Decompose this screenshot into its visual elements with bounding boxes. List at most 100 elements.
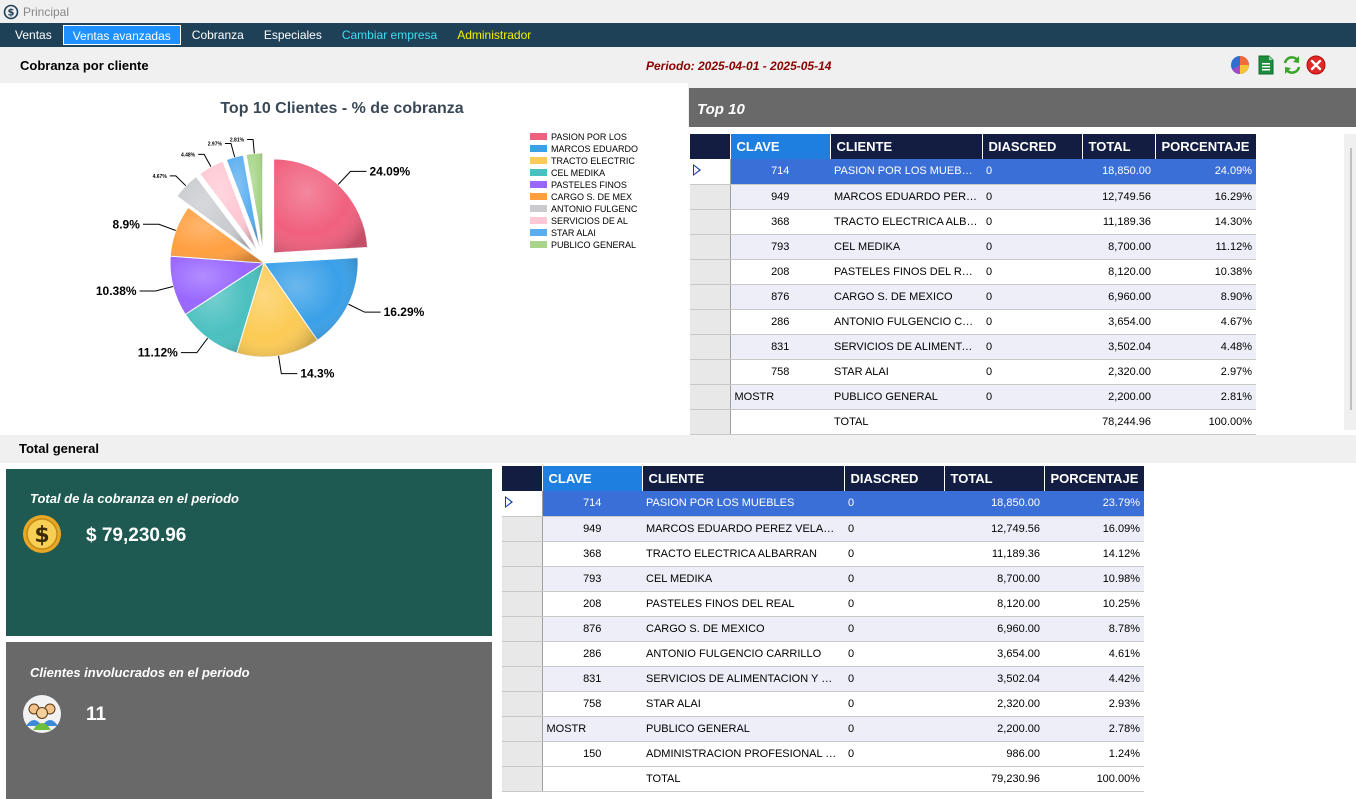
cell-cliente[interactable]: TRACTO ELECTRICA ALBARRAN [830,209,982,235]
cell-cliente[interactable]: MARCOS EDUARDO PEREZ VELAZQUEZ [642,516,844,542]
cell-diascred[interactable]: 0 [982,384,1082,410]
cell-porcentaje[interactable]: 10.98% [1044,566,1144,592]
cell-total[interactable]: 3,654.00 [1082,309,1155,335]
cell-porcentaje[interactable]: 24.09% [1155,159,1256,185]
column-header-clave[interactable]: CLAVE [730,134,831,159]
column-header-clave[interactable]: CLAVE [542,466,643,491]
cell-total[interactable]: 2,200.00 [944,716,1044,742]
cell-porcentaje[interactable]: 4.61% [1044,641,1144,667]
cell-clave[interactable]: 208 [730,259,830,285]
cell-diascred[interactable]: 0 [844,541,944,567]
row-selector[interactable] [502,716,543,742]
table-row[interactable]: 758 STAR ALAI 0 2,320.00 2.93% [502,691,1144,717]
cell-diascred[interactable]: 0 [844,716,944,742]
cell-total[interactable]: 8,120.00 [1082,259,1155,285]
close-icon[interactable] [1306,55,1326,75]
row-selector[interactable] [502,641,543,667]
cell-total[interactable]: 11,189.36 [1082,209,1155,235]
row-selector[interactable] [690,384,731,410]
cell-cliente[interactable]: CEL MEDIKA [830,234,982,260]
cell-cliente[interactable]: MARCOS EDUARDO PEREZ VELAZQUEZ [830,184,982,210]
cell-porcentaje[interactable]: 2.97% [1155,359,1256,385]
cell-clave[interactable]: MOSTR [542,716,642,742]
menu-administrador[interactable]: Administrador [457,28,532,42]
row-selector[interactable] [690,234,731,260]
table-row[interactable]: 793 CEL MEDIKA 0 8,700.00 11.12% [690,234,1256,260]
cell-porcentaje[interactable]: 14.30% [1155,209,1256,235]
row-selector[interactable] [690,159,731,185]
cell-diascred[interactable]: 0 [844,691,944,717]
cell-total[interactable]: 3,502.04 [944,666,1044,692]
row-selector[interactable] [502,616,543,642]
menu-ventas-avanzadas[interactable]: Ventas avanzadas [62,25,181,45]
cell-cliente[interactable]: SERVICIOS DE ALIMENTACION Y HOSPEDAJE [830,334,982,360]
row-selector[interactable] [690,334,731,360]
row-selector[interactable] [502,516,543,542]
row-selector[interactable] [690,184,731,210]
cell-clave[interactable]: 368 [730,209,830,235]
cell-clave[interactable]: MOSTR [730,384,830,410]
row-selector[interactable] [502,566,543,592]
cell-total[interactable]: 11,189.36 [944,541,1044,567]
cell-cliente[interactable]: CARGO S. DE MEXICO [642,616,844,642]
cell-porcentaje[interactable]: 16.29% [1155,184,1256,210]
cell-diascred[interactable]: 0 [982,234,1082,260]
column-header-porcentaje[interactable]: PORCENTAJE [1155,134,1257,159]
column-header-diascred[interactable]: DIASCRED [982,134,1083,159]
menu-cambiar-empresa[interactable]: Cambiar empresa [341,28,438,42]
table-row[interactable]: 208 PASTELES FINOS DEL REAL 0 8,120.00 10.25… [502,591,1144,617]
cell-total[interactable]: 986.00 [944,741,1044,767]
cell-diascred[interactable]: 0 [844,566,944,592]
cell-diascred[interactable]: 0 [844,741,944,767]
cell-clave[interactable]: 876 [542,616,642,642]
row-selector[interactable] [502,491,543,517]
cell-total[interactable]: 2,320.00 [1082,359,1155,385]
table-row[interactable]: 876 CARGO S. DE MEXICO 0 6,960.00 8.90% [690,284,1256,310]
cell-total[interactable]: 2,200.00 [1082,384,1155,410]
cell-clave[interactable]: 208 [542,591,642,617]
cell-clave[interactable]: 758 [542,691,642,717]
cell-diascred[interactable]: 0 [844,666,944,692]
cell-diascred[interactable]: 0 [982,334,1082,360]
row-selector[interactable] [690,309,731,335]
cell-cliente[interactable]: STAR ALAI [830,359,982,385]
menu-especiales[interactable]: Especiales [263,28,322,42]
cell-porcentaje[interactable]: 16.09% [1044,516,1144,542]
cell-clave[interactable]: 368 [542,541,642,567]
cell-porcentaje[interactable]: 8.90% [1155,284,1256,310]
cell-total[interactable]: 3,502.04 [1082,334,1155,360]
cell-cliente[interactable]: PUBLICO GENERAL [642,716,844,742]
cell-total[interactable]: 12,749.56 [1082,184,1155,210]
cell-diascred[interactable]: 0 [844,591,944,617]
cell-porcentaje[interactable]: 4.48% [1155,334,1256,360]
cell-porcentaje[interactable]: 10.38% [1155,259,1256,285]
cell-cliente[interactable]: PUBLICO GENERAL [830,384,982,410]
cell-total[interactable]: 12,749.56 [944,516,1044,542]
cell-total[interactable]: 6,960.00 [944,616,1044,642]
cell-clave[interactable]: 286 [730,309,830,335]
column-header-total[interactable]: TOTAL [1082,134,1156,159]
cell-clave[interactable]: 714 [542,491,642,517]
cell-diascred[interactable]: 0 [982,159,1082,185]
cell-diascred[interactable]: 0 [844,516,944,542]
cell-porcentaje[interactable]: 2.81% [1155,384,1256,410]
row-selector[interactable] [690,284,731,310]
cell-clave[interactable]: 831 [542,666,642,692]
cell-cliente[interactable]: ANTONIO FULGENCIO CARRILLO [642,641,844,667]
cell-clave[interactable]: 831 [730,334,830,360]
cell-diascred[interactable]: 0 [982,359,1082,385]
cell-porcentaje[interactable]: 4.42% [1044,666,1144,692]
cell-cliente[interactable]: STAR ALAI [642,691,844,717]
column-header-porcentaje[interactable]: PORCENTAJE [1044,466,1145,491]
cell-cliente[interactable]: ANTONIO FULGENCIO CARRILLO [830,309,982,335]
cell-clave[interactable]: 876 [730,284,830,310]
table-row[interactable]: 208 PASTELES FINOS DEL REAL 0 8,120.00 10.38… [690,259,1256,285]
table-row[interactable]: 714 PASION POR LOS MUEBLES 0 18,850.00 23.79… [502,491,1144,517]
cell-porcentaje[interactable]: 2.93% [1044,691,1144,717]
table-row[interactable]: 758 STAR ALAI 0 2,320.00 2.97% [690,359,1256,385]
